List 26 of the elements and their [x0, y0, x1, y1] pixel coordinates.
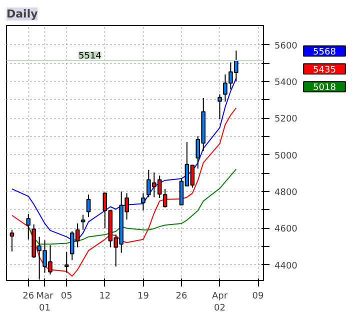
- y-tick-label: 4600: [274, 224, 298, 235]
- candlestick: [141, 192, 146, 212]
- chart-title: Daily: [6, 8, 38, 20]
- ref-line-label: 5514: [78, 52, 102, 62]
- text: 5435: [313, 65, 336, 76]
- x-tick-label: 19: [137, 292, 150, 302]
- y-tick-label: 5600: [274, 41, 298, 52]
- text: 5568: [313, 48, 336, 58]
- candlestick: [80, 214, 86, 230]
- x-tick-label: 12: [99, 292, 111, 302]
- y-tick-label: 5200: [274, 114, 298, 125]
- text: 5018: [313, 83, 336, 94]
- x-tick-label: 26: [22, 292, 34, 302]
- x-tick-label: 09: [252, 292, 264, 302]
- x-tick-label: Apr 02: [212, 292, 228, 314]
- candlestick: [162, 188, 168, 208]
- candlestick: [86, 194, 91, 218]
- x-tick-label: 26: [176, 292, 188, 302]
- candlestick: [218, 94, 222, 120]
- y-tick-label: 4400: [274, 261, 298, 272]
- y-tick-label: 5400: [274, 78, 298, 88]
- x-tick-label: 05: [60, 292, 72, 302]
- x-tick-label: Mar 01: [36, 292, 54, 314]
- candlestick: [64, 252, 69, 274]
- y-tick-label: 4800: [274, 188, 298, 198]
- y-tick-label: 5000: [274, 151, 298, 162]
